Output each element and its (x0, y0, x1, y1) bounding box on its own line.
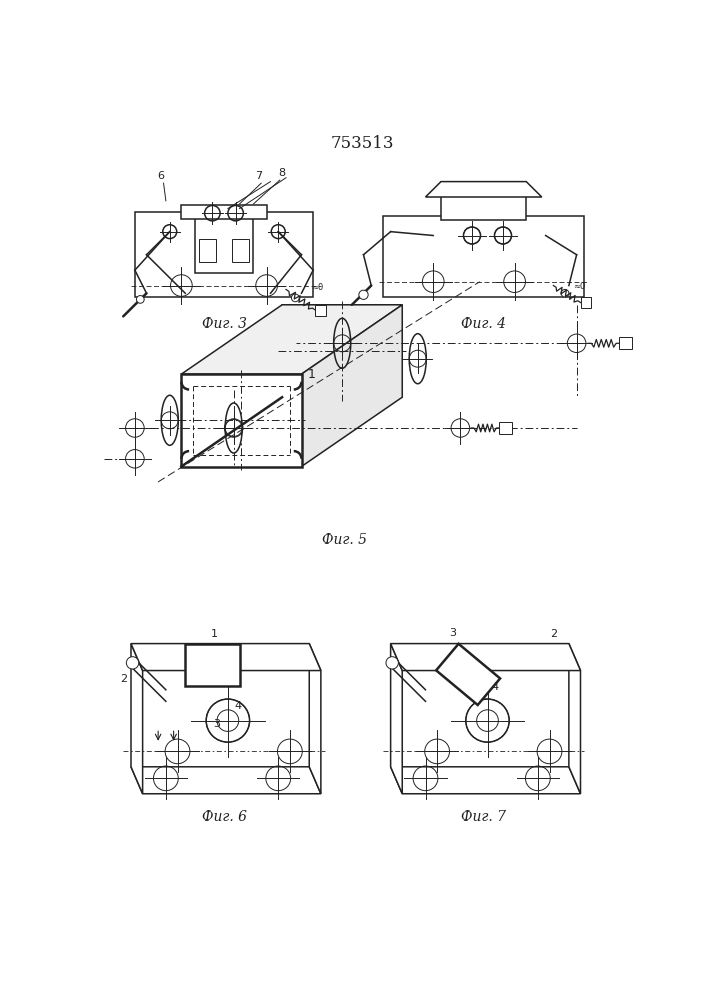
Polygon shape (131, 644, 321, 671)
Text: 753513: 753513 (330, 135, 394, 152)
Bar (499, 422, 512, 434)
Text: Фиг. 7: Фиг. 7 (461, 810, 506, 824)
Polygon shape (391, 644, 402, 794)
Text: 8: 8 (279, 168, 286, 178)
Text: 7: 7 (255, 171, 262, 181)
Polygon shape (569, 644, 580, 794)
Bar (315, 305, 327, 316)
Text: Фиг. 5: Фиг. 5 (322, 532, 367, 546)
Text: 1: 1 (211, 629, 218, 639)
Polygon shape (182, 305, 402, 374)
Polygon shape (131, 767, 321, 794)
Text: 2: 2 (550, 629, 557, 639)
Text: 3: 3 (213, 719, 220, 729)
Polygon shape (391, 767, 580, 794)
Polygon shape (301, 305, 402, 466)
Text: Фиг. 4: Фиг. 4 (461, 317, 506, 331)
Text: 1: 1 (308, 368, 315, 381)
Circle shape (136, 296, 144, 303)
Circle shape (359, 290, 368, 299)
Circle shape (127, 657, 139, 669)
Bar (619, 337, 631, 349)
Bar (199, 239, 216, 262)
Bar (441, 182, 526, 220)
Bar (580, 297, 591, 308)
Bar (232, 239, 249, 262)
Circle shape (561, 289, 569, 297)
Text: 3: 3 (449, 628, 456, 638)
Text: 2: 2 (119, 674, 127, 684)
Polygon shape (426, 182, 542, 197)
Bar (194, 218, 253, 273)
Text: 4: 4 (491, 682, 499, 692)
Circle shape (386, 657, 398, 669)
Polygon shape (282, 305, 402, 397)
Text: Фиг. 6: Фиг. 6 (201, 810, 247, 824)
Text: ≈0: ≈0 (311, 283, 323, 292)
Circle shape (291, 294, 299, 302)
Polygon shape (131, 644, 143, 794)
Polygon shape (391, 644, 580, 671)
Text: ≈0: ≈0 (573, 282, 585, 291)
Text: Фиг. 3: Фиг. 3 (201, 317, 247, 331)
Polygon shape (436, 644, 500, 705)
Polygon shape (182, 374, 301, 466)
Polygon shape (309, 644, 321, 794)
Text: 4: 4 (235, 701, 242, 711)
Bar (135, 212, 313, 297)
Polygon shape (185, 644, 240, 686)
Text: 6: 6 (157, 171, 164, 181)
Bar (383, 216, 585, 297)
Bar (182, 205, 267, 219)
